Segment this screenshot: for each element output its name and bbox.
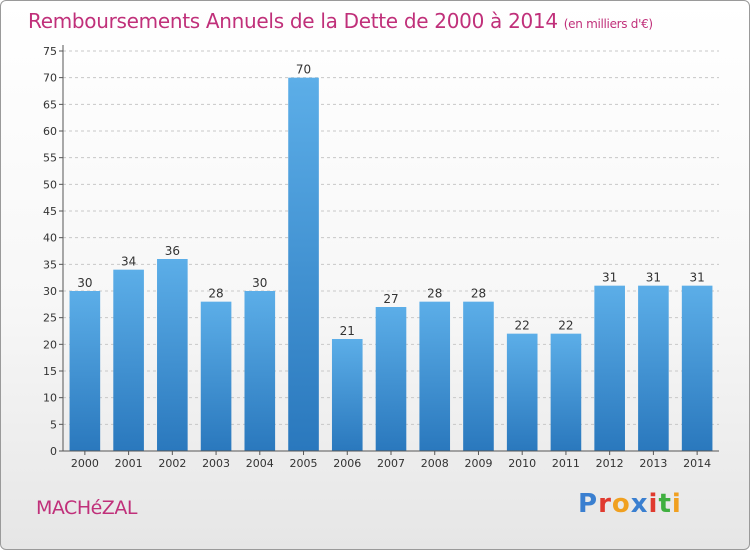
bar-2007 [375,307,407,451]
y-tick-label: 15 [43,365,57,378]
chart-title: Remboursements Annuels de la Dette de 20… [28,9,653,33]
y-tick-label: 25 [43,312,57,325]
x-tick-label: 2001 [115,457,143,470]
x-tick-label: 2004 [246,457,274,470]
logo-letter: P [578,489,599,519]
bar-2002 [157,259,188,451]
bar-value-label: 31 [602,271,617,285]
logo-letter: i [671,489,682,519]
bar-value-label: 27 [383,292,398,306]
x-tick-label: 2014 [683,457,711,470]
y-tick-label: 50 [43,178,57,191]
x-tick-label: 2010 [508,457,536,470]
bar-value-label: 34 [121,255,136,269]
chart-unit: (en milliers d'€) [563,17,653,31]
x-tick-label: 2008 [421,457,449,470]
bar-2003 [200,301,232,451]
bar-layer: 30 34 36 28 30 70 21 27 28 28 22 22 31 31 31 [69,63,713,452]
y-tick-label: 5 [50,418,57,431]
bar-value-label: 22 [515,319,530,333]
y-tick-label: 10 [43,392,57,405]
x-tick-label: 2003 [202,457,230,470]
y-tick-label: 35 [43,258,57,271]
bar-chart: 30 34 36 28 30 70 21 27 28 28 22 22 31 31 31 0 5 10 15 20 2… [43,45,719,470]
bar-value-label: 21 [340,324,355,338]
proxiti-logo[interactable]: Proxiti [578,489,682,519]
bar-value-label: 31 [646,271,661,285]
bar-value-label: 70 [296,63,311,77]
bar-2011 [550,333,582,451]
bar-2004 [244,291,276,451]
bar-2009 [463,301,494,451]
y-tick-label: 40 [43,232,57,245]
bar-2005 [288,77,319,452]
logo-letter: r [598,489,612,519]
town-name: MACHéZAL [36,497,137,519]
logo-letter: i [648,489,659,519]
y-tick-label: 45 [43,205,57,218]
logo-letter: t [658,489,672,519]
chart-title-text: Remboursements Annuels de la Dette de 20… [28,9,558,33]
y-tick-label: 70 [43,72,57,85]
bar-value-label: 28 [208,287,223,301]
x-tick-label: 2002 [158,457,186,470]
x-tick-label: 2006 [333,457,361,470]
y-tick-label: 55 [43,152,57,165]
x-tick-label: 2005 [290,457,318,470]
logo-letter: x [630,489,649,519]
logo-letter: o [611,489,631,519]
x-tick-label: 2013 [639,457,667,470]
x-tick-label: 2011 [552,457,580,470]
y-tick-label: 75 [43,45,57,58]
axis-layer: 0 5 10 15 20 25 30 35 40 45 50 55 60 65 70 75 2000 2001 20… [43,45,719,470]
bar-value-label: 22 [558,319,573,333]
bar-2000 [69,291,101,451]
bar-2012 [594,285,625,451]
x-tick-label: 2009 [464,457,492,470]
y-tick-label: 30 [43,285,57,298]
y-tick-label: 0 [50,445,57,458]
x-tick-label: 2007 [377,457,405,470]
bar-value-label: 28 [427,287,442,301]
bar-value-label: 30 [252,276,267,290]
bar-value-label: 36 [165,244,180,258]
bar-2008 [419,301,451,451]
bar-value-label: 30 [77,276,92,290]
bar-2001 [113,269,144,451]
bar-2014 [681,285,713,451]
y-tick-label: 20 [43,338,57,351]
bar-value-label: 31 [689,271,704,285]
bar-2013 [638,285,669,451]
bar-value-label: 28 [471,287,486,301]
x-tick-label: 2012 [596,457,624,470]
y-tick-label: 60 [43,125,57,138]
x-tick-label: 2000 [71,457,99,470]
y-tick-label: 65 [43,98,57,111]
bar-2010 [506,333,538,451]
bar-2006 [331,339,363,451]
